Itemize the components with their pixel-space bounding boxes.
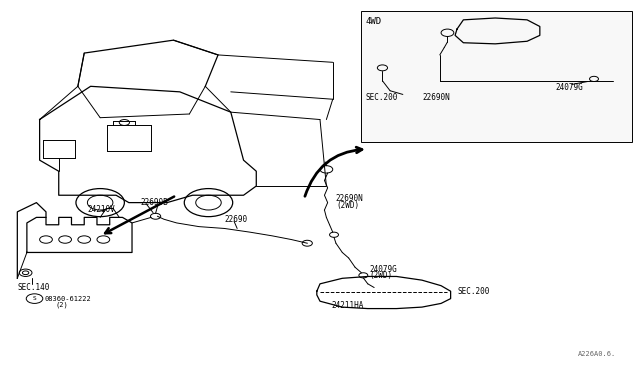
Text: 4WD: 4WD bbox=[366, 17, 382, 26]
Text: 22690N: 22690N bbox=[336, 195, 364, 203]
Text: S: S bbox=[33, 296, 36, 301]
Text: 22690: 22690 bbox=[225, 215, 248, 224]
Text: 22690B: 22690B bbox=[140, 198, 168, 207]
Text: SEC.200: SEC.200 bbox=[457, 287, 490, 296]
Text: (2WD): (2WD) bbox=[336, 201, 359, 210]
Text: SEC.200: SEC.200 bbox=[366, 93, 398, 102]
Text: (2WD): (2WD) bbox=[370, 271, 393, 280]
Text: SEC.140: SEC.140 bbox=[17, 283, 50, 292]
Text: 22690N: 22690N bbox=[422, 93, 450, 102]
Text: A226A0.6.: A226A0.6. bbox=[578, 350, 616, 357]
Text: 24079G: 24079G bbox=[556, 83, 584, 92]
Text: 24211HA: 24211HA bbox=[332, 301, 364, 311]
Bar bbox=[362, 11, 632, 142]
Text: 24210V: 24210V bbox=[88, 205, 115, 215]
Text: 24079G: 24079G bbox=[370, 264, 397, 273]
Text: (2): (2) bbox=[56, 302, 68, 308]
Text: 08360-61222: 08360-61222 bbox=[45, 296, 92, 302]
